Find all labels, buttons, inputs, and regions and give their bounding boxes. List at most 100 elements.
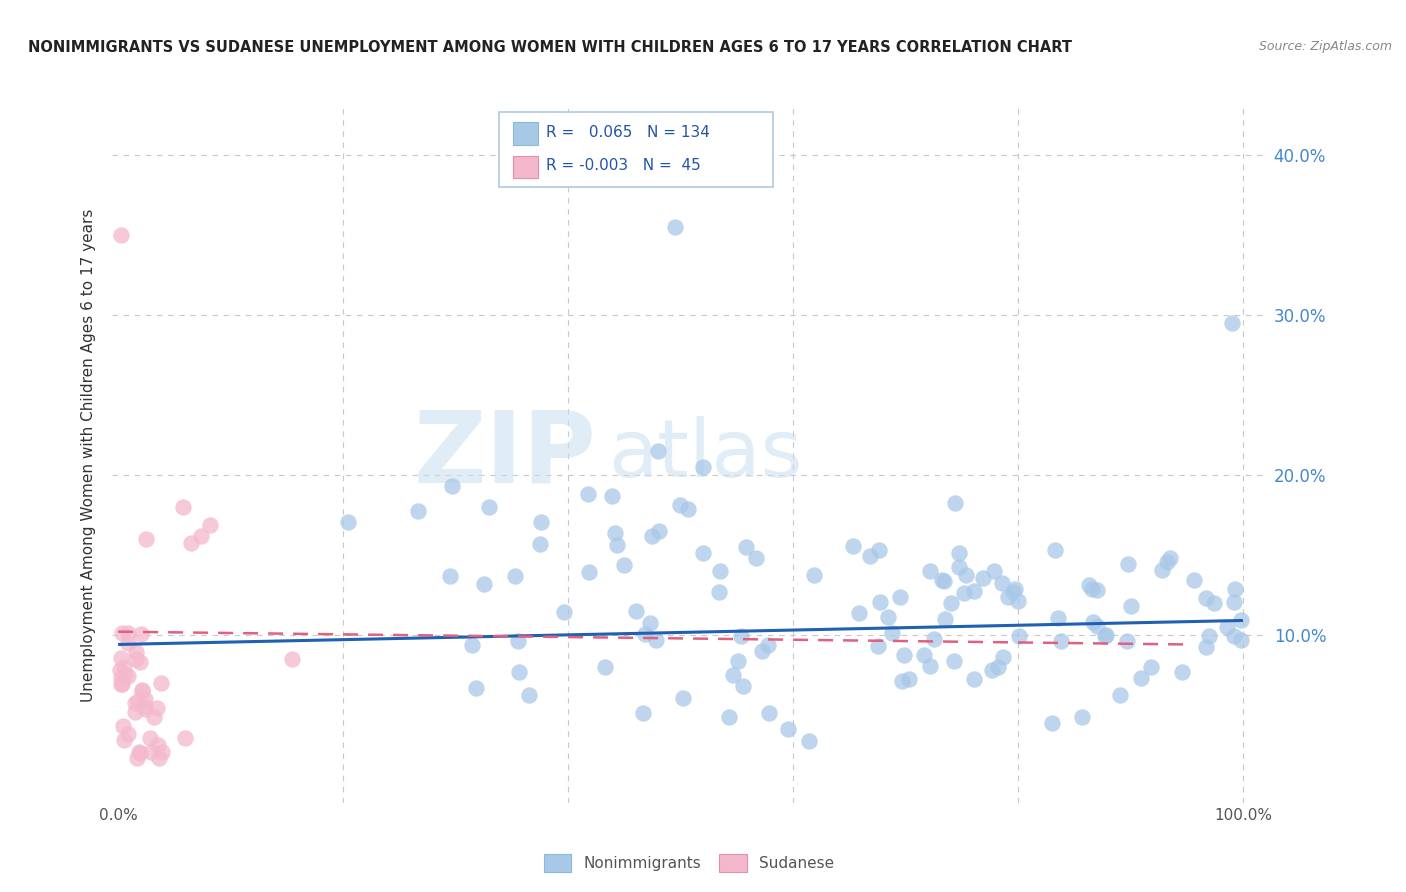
Point xyxy=(991,649,1014,664)
Point xyxy=(472,577,495,591)
Text: NONIMMIGRANTS VS SUDANESE UNEMPLOYMENT AMONG WOMEN WITH CHILDREN AGES 6 TO 17 YE: NONIMMIGRANTS VS SUDANESE UNEMPLOYMENT A… xyxy=(28,40,1073,55)
Point xyxy=(142,710,165,724)
Point xyxy=(439,569,461,583)
Point xyxy=(134,692,156,706)
Point xyxy=(129,626,152,640)
Point xyxy=(1085,583,1108,598)
Point xyxy=(942,654,965,668)
Point xyxy=(869,595,891,609)
Point xyxy=(672,691,695,706)
Point xyxy=(613,558,636,573)
Point xyxy=(190,529,212,543)
Point xyxy=(1094,629,1116,643)
Point xyxy=(1043,543,1066,558)
Point xyxy=(897,672,920,686)
Point xyxy=(1198,629,1220,643)
Point xyxy=(745,550,768,565)
Point xyxy=(1071,709,1094,723)
Point xyxy=(634,627,657,641)
Point xyxy=(111,676,134,690)
Point xyxy=(125,645,148,659)
Point xyxy=(508,665,530,680)
Text: Source: ZipAtlas.com: Source: ZipAtlas.com xyxy=(1258,40,1392,54)
Point xyxy=(868,640,890,654)
Point xyxy=(1140,659,1163,673)
Point xyxy=(731,679,754,693)
Point xyxy=(734,540,756,554)
Point xyxy=(948,546,970,560)
Point xyxy=(955,568,977,582)
Point xyxy=(1046,610,1069,624)
Point xyxy=(868,543,890,558)
Point xyxy=(606,538,628,552)
Point xyxy=(1004,582,1026,596)
Point xyxy=(110,677,132,691)
Point xyxy=(721,667,744,681)
Legend: Nonimmigrants, Sudanese: Nonimmigrants, Sudanese xyxy=(544,854,834,871)
Point xyxy=(692,546,714,560)
Point xyxy=(117,727,139,741)
Point xyxy=(1223,628,1246,642)
Point xyxy=(506,633,529,648)
Point xyxy=(1001,584,1024,599)
Point xyxy=(1156,555,1178,569)
Point xyxy=(117,636,139,650)
Point xyxy=(505,569,527,583)
Point xyxy=(641,529,664,543)
Point xyxy=(150,676,173,690)
Point xyxy=(1083,615,1105,629)
Point xyxy=(134,699,156,714)
Point xyxy=(112,660,135,674)
Point xyxy=(180,535,202,549)
Point xyxy=(135,532,157,546)
Point xyxy=(603,526,626,541)
Point xyxy=(758,706,780,721)
Point xyxy=(173,731,195,745)
Point xyxy=(127,751,149,765)
Point xyxy=(125,651,148,665)
Point xyxy=(676,501,699,516)
Point xyxy=(939,596,962,610)
Point xyxy=(198,518,221,533)
Point xyxy=(1040,716,1063,731)
Point xyxy=(987,659,1010,673)
Point xyxy=(600,489,623,503)
Point xyxy=(1094,628,1116,642)
Point xyxy=(1223,595,1246,609)
Point xyxy=(1225,582,1247,597)
Point xyxy=(778,722,800,736)
Point xyxy=(127,694,149,708)
Point xyxy=(934,612,956,626)
Point xyxy=(131,684,153,698)
Point xyxy=(972,571,994,585)
Point xyxy=(1195,591,1218,606)
Point xyxy=(593,660,616,674)
Point xyxy=(859,549,882,564)
Point xyxy=(1049,634,1071,648)
Text: ZIP: ZIP xyxy=(413,407,596,503)
Point xyxy=(139,746,162,760)
Point xyxy=(890,673,912,688)
Point xyxy=(963,672,986,686)
Point xyxy=(1170,665,1192,680)
Point xyxy=(124,705,146,719)
Point xyxy=(664,219,686,234)
Point xyxy=(172,500,194,515)
Point xyxy=(980,663,1002,677)
Point xyxy=(1182,574,1205,588)
Point xyxy=(797,734,820,748)
Point xyxy=(1085,619,1108,633)
Point xyxy=(1116,557,1139,571)
Point xyxy=(112,733,135,747)
Point xyxy=(117,625,139,640)
Point xyxy=(709,565,731,579)
Point xyxy=(647,444,669,458)
Point xyxy=(943,496,966,510)
Point xyxy=(912,648,935,663)
Point xyxy=(150,745,173,759)
Point xyxy=(638,615,661,630)
Point xyxy=(146,700,169,714)
Point xyxy=(893,648,915,662)
Point xyxy=(148,751,170,765)
Point xyxy=(1109,688,1132,702)
